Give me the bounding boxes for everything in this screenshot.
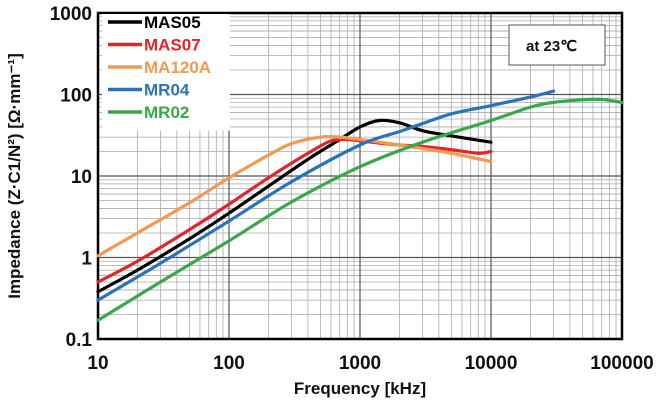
series-line-mr04 — [96, 89, 556, 302]
plot-frame — [96, 11, 624, 341]
legend-label: MR02 — [144, 103, 189, 122]
y-tick-labels: 0.1 1 10 100 1000 — [50, 4, 93, 351]
y-tick-label: 0.1 — [66, 330, 93, 351]
series-line-ma120a — [96, 134, 493, 258]
x-tick-label: 100000 — [590, 353, 653, 374]
legend-label: MAS05 — [144, 13, 201, 32]
legend: MAS05 MAS07 MA120A MR04 MR02 — [108, 13, 211, 122]
series-line-mas07 — [96, 137, 493, 284]
y-axis-title: Impedance (Z·C1/N²) [Ω·mm⁻¹] — [5, 53, 24, 299]
series-line-mr02 — [96, 97, 624, 322]
y-tick-label: 100 — [60, 86, 92, 107]
annotation-box — [508, 24, 606, 66]
y-tick-label: 10 — [71, 167, 92, 188]
y-tick-label: 1000 — [50, 4, 92, 25]
y-tick-label: 1 — [81, 249, 92, 270]
x-tick-labels: 10 100 1000 10000 100000 — [87, 353, 653, 374]
x-tick-label: 1000 — [339, 353, 381, 374]
series-layer — [96, 89, 624, 322]
legend-label: MA120A — [144, 58, 211, 77]
legend-label: MAS07 — [144, 36, 201, 55]
x-tick-label: 10 — [87, 353, 108, 374]
x-axis-title: Frequency [kHz] — [294, 379, 426, 398]
x-tick-label: 100 — [213, 353, 245, 374]
x-tick-label: 10000 — [465, 353, 518, 374]
legend-label: MR04 — [144, 81, 190, 100]
temperature-annotation: at 23℃ — [526, 38, 577, 55]
